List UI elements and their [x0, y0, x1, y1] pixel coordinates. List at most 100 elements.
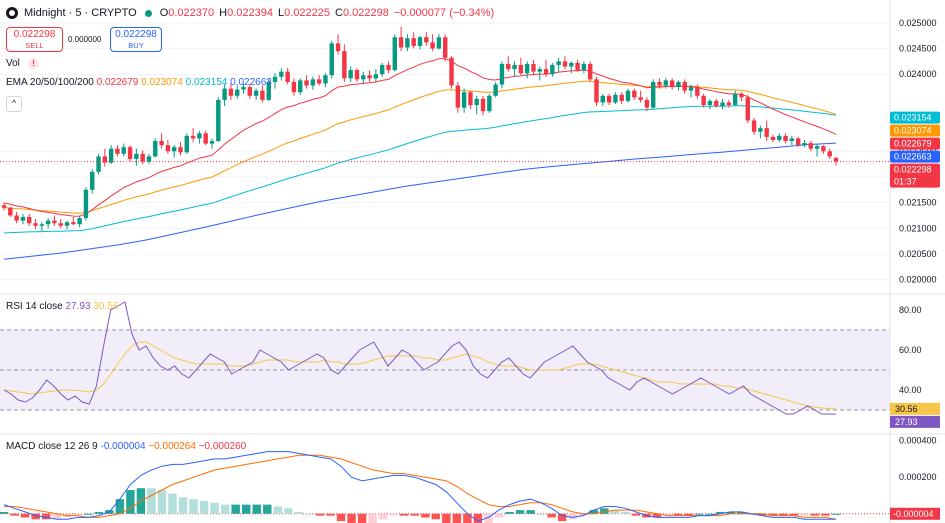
candle-body: [392, 37, 397, 71]
macd-histogram-bar: [810, 513, 820, 516]
candle-body: [625, 90, 631, 101]
candle-body: [323, 75, 328, 84]
candle-body: [569, 62, 574, 67]
macd-tick-label: 0.000200: [899, 472, 937, 482]
macd-histogram-bar: [126, 490, 135, 514]
candle-body: [77, 218, 82, 225]
symbol-logo-icon: [6, 7, 18, 19]
candle-body: [638, 97, 643, 100]
macd-histogram-bar: [800, 513, 809, 516]
candle-body: [127, 147, 133, 159]
candle-body: [58, 223, 63, 226]
candle-body: [1, 205, 7, 208]
candle-body: [153, 141, 158, 157]
candle-body: [783, 135, 788, 142]
candle-body: [436, 37, 442, 49]
macd-histogram-bar: [705, 513, 714, 515]
macd-histogram-bar: [189, 499, 198, 514]
collapse-legend-button[interactable]: ^: [6, 96, 22, 112]
candle-body: [808, 143, 813, 149]
candle-body: [777, 135, 782, 140]
candle-body: [770, 136, 776, 140]
candle-body: [449, 57, 454, 86]
price-axis[interactable]: 0.0250000.0245000.0240000.0225000.022000…: [890, 18, 940, 520]
macd-title: MACD close 12 26 9: [6, 441, 98, 452]
candle-body: [348, 70, 353, 79]
rsi-ma-axis-label: 30.56: [895, 404, 918, 414]
rsi-legend[interactable]: RSI 14 close 27.93 30.56: [6, 301, 118, 312]
volume-legend[interactable]: Vol !: [6, 58, 39, 69]
price-label-box: [890, 150, 940, 163]
macd-histogram-bar: [600, 508, 609, 514]
candle-body: [253, 90, 259, 96]
candle-body: [550, 64, 555, 75]
candles[interactable]: [1, 26, 839, 231]
candle-body: [632, 90, 637, 98]
ema-legend[interactable]: EMA 20/50/100/200 0.022679 0.023074 0.02…: [6, 77, 272, 88]
price-tick-label: 0.021500: [899, 198, 937, 208]
macd-histogram-bar: [52, 513, 61, 520]
macd-histogram-bar: [758, 513, 767, 516]
candle-body: [71, 222, 76, 225]
symbol-title[interactable]: Midnight · 5 · CRYPTO: [24, 7, 137, 19]
macd-histogram-bar: [20, 513, 30, 518]
candle-body: [512, 64, 517, 70]
symbol-header: Midnight · 5 · CRYPTO O 0.022370 H 0.02239…: [6, 7, 499, 19]
macd-histogram-bar: [568, 513, 577, 520]
candle-body: [405, 38, 410, 48]
candle-body: [581, 63, 587, 71]
candle-body: [304, 80, 309, 86]
macd-histogram-bar: [484, 513, 493, 523]
warning-icon[interactable]: !: [27, 58, 39, 69]
candle-body: [468, 92, 473, 106]
macd-histogram-bar: [515, 510, 525, 514]
candle-body: [739, 93, 744, 98]
candle-body: [600, 95, 605, 103]
macd-legend[interactable]: MACD close 12 26 9 -0.000004 −0.000264 −…: [6, 441, 246, 452]
macd-histogram-bar: [452, 513, 462, 523]
macd-histogram-bar: [0, 511, 9, 514]
macd-histogram-bar: [831, 513, 841, 515]
price-tick-label: 0.020500: [899, 249, 937, 259]
macd-histogram-bar: [557, 513, 567, 522]
candle-body: [651, 81, 656, 108]
candle-body: [209, 141, 215, 144]
macd-histogram-bar: [178, 497, 188, 514]
rsi-line: [3, 301, 837, 415]
macd-histogram-bar: [94, 511, 103, 514]
macd-histogram-bar: [442, 513, 451, 523]
candle-body: [190, 135, 196, 139]
candle-body: [216, 99, 221, 142]
candle-body: [827, 151, 832, 157]
candle-body: [531, 63, 536, 72]
open-value: 0.022370: [168, 7, 215, 19]
macd-histogram-bar: [31, 513, 40, 520]
candle-body: [140, 153, 145, 162]
candle-body: [159, 141, 164, 146]
candle-body: [474, 98, 479, 106]
candle-body: [518, 64, 524, 74]
volume-label: Vol: [6, 58, 20, 69]
candle-body: [134, 153, 139, 159]
candle-body: [732, 93, 738, 106]
candle-body: [795, 138, 801, 146]
sell-button[interactable]: 0.022298 SELL: [6, 27, 63, 52]
price-label-text: 0.022679: [894, 139, 932, 149]
buy-button[interactable]: 0.022298 BUY: [110, 27, 162, 52]
candle-body: [764, 128, 769, 137]
candle-body: [178, 147, 183, 153]
candle-body: [417, 37, 423, 46]
macd-histogram-bar: [315, 513, 325, 516]
candle-body: [619, 94, 624, 101]
macd-histogram-bar: [526, 510, 535, 514]
candle-body: [14, 215, 19, 221]
candle-body: [165, 145, 171, 152]
macd-histogram-bar: [115, 499, 125, 514]
candle-body: [27, 217, 32, 224]
price-tick-label: 0.020000: [899, 275, 937, 285]
candle-body: [386, 64, 391, 71]
macd-histogram-bar: [210, 502, 219, 514]
macd-histogram-bar: [336, 513, 346, 522]
